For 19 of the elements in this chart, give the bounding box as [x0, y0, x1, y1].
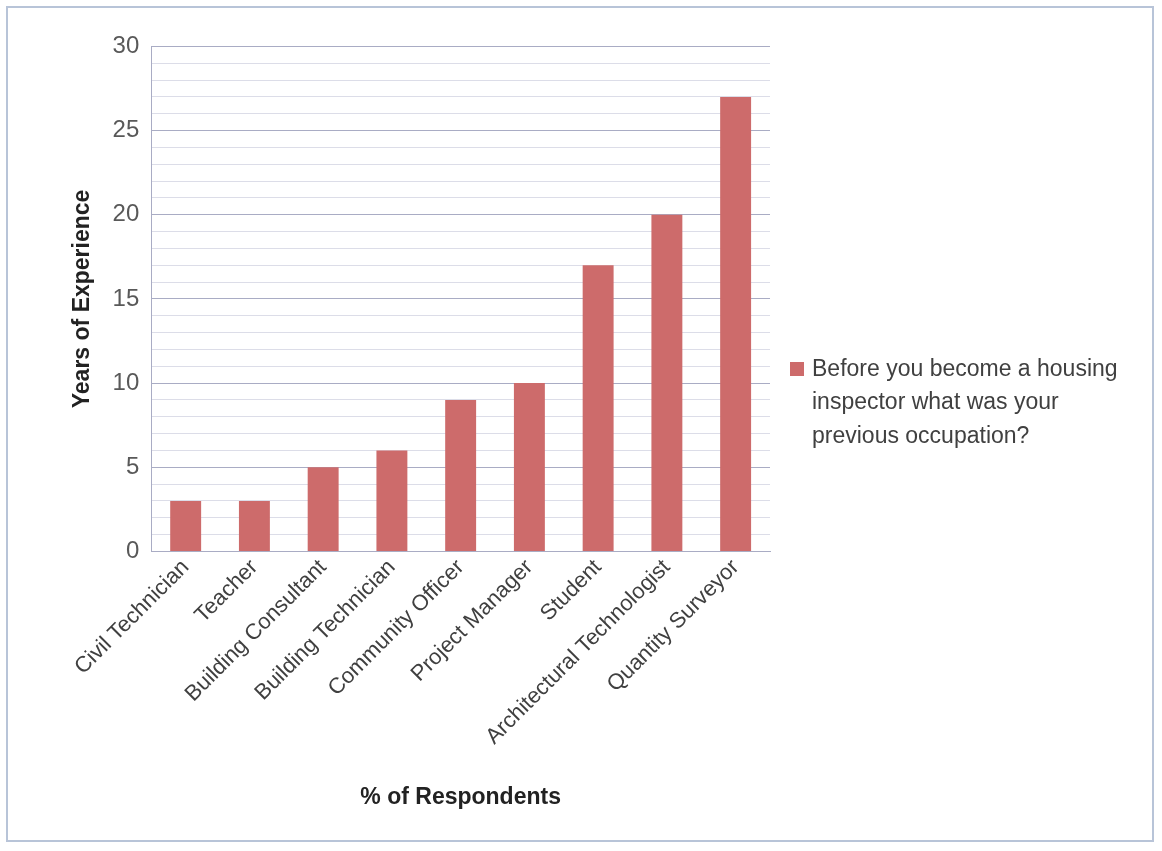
- legend-label: Before you become a housing inspector what was your previous occupation?: [812, 354, 1119, 450]
- y-tick-label: 10: [112, 367, 140, 395]
- bar: [651, 214, 683, 551]
- y-tick-label: 0: [125, 536, 140, 564]
- y-tick-label: 5: [125, 451, 140, 479]
- bar: [170, 500, 202, 551]
- bar: [445, 399, 477, 551]
- bar: [307, 467, 339, 551]
- x-axis-title: % of Respondents: [360, 782, 561, 809]
- bar: [582, 265, 614, 551]
- bar: [376, 450, 408, 551]
- bar: [720, 96, 752, 551]
- bar: [513, 383, 545, 551]
- y-axis-title: Years of Experience: [68, 189, 95, 409]
- y-tick-label: 20: [112, 199, 140, 227]
- y-tick-label: 30: [112, 31, 140, 59]
- y-tick-label: 15: [112, 283, 140, 311]
- bar: [238, 500, 270, 551]
- y-tick-label: 25: [112, 115, 140, 143]
